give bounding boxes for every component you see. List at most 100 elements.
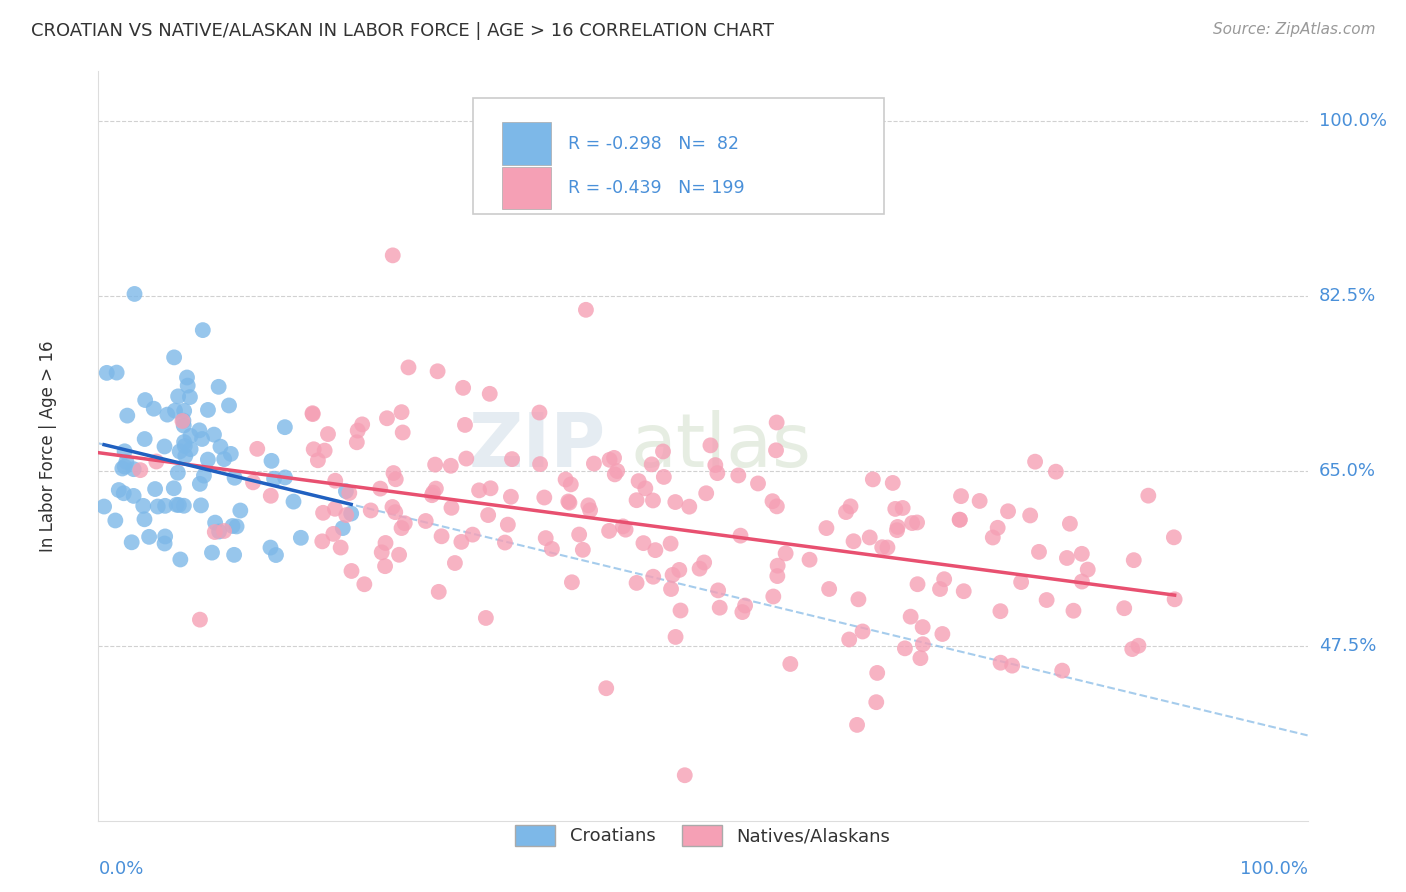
Point: [167, 389, 190, 403]
Text: 47.5%: 47.5%: [1319, 637, 1376, 655]
Point: [533, 491, 555, 505]
Text: 65.0%: 65.0%: [1319, 462, 1375, 480]
Point: [568, 527, 591, 541]
Point: [876, 541, 898, 555]
Point: [669, 603, 692, 617]
Point: [188, 613, 211, 627]
Point: [340, 564, 363, 578]
Point: [360, 503, 382, 517]
Point: [699, 438, 721, 452]
Point: [163, 481, 186, 495]
Point: [529, 405, 551, 419]
Point: [391, 521, 413, 535]
Point: [598, 524, 620, 538]
Point: [180, 429, 202, 443]
Point: [842, 534, 865, 549]
Point: [117, 409, 139, 423]
Point: [263, 472, 285, 486]
Point: [274, 420, 297, 434]
Point: [204, 524, 226, 539]
Point: [332, 521, 354, 535]
Point: [815, 521, 838, 535]
Point: [307, 453, 329, 467]
Point: [1121, 642, 1143, 657]
Point: [990, 656, 1012, 670]
Point: [430, 529, 453, 543]
Point: [314, 443, 336, 458]
Point: [93, 500, 115, 514]
Point: [212, 524, 235, 538]
Point: [129, 463, 152, 477]
Point: [950, 489, 973, 503]
Point: [952, 584, 974, 599]
Point: [969, 494, 991, 508]
Point: [426, 364, 449, 378]
Point: [290, 531, 312, 545]
Text: R = -0.439   N= 199: R = -0.439 N= 199: [568, 179, 744, 197]
Point: [398, 360, 420, 375]
Point: [614, 523, 637, 537]
Point: [323, 501, 346, 516]
Point: [534, 531, 557, 545]
Point: [990, 604, 1012, 618]
Point: [839, 500, 862, 514]
Point: [329, 541, 352, 555]
Point: [274, 470, 297, 484]
Point: [242, 475, 264, 490]
Point: [219, 447, 242, 461]
Point: [848, 592, 870, 607]
Point: [107, 483, 129, 497]
Text: atlas: atlas: [630, 409, 811, 483]
Point: [388, 548, 411, 562]
Point: [575, 302, 598, 317]
Point: [775, 546, 797, 560]
Point: [374, 559, 396, 574]
Point: [163, 403, 186, 417]
Point: [1035, 593, 1057, 607]
Point: [1077, 563, 1099, 577]
Point: [659, 582, 682, 596]
Point: [173, 418, 195, 433]
Point: [1163, 592, 1185, 607]
Point: [706, 466, 728, 480]
Point: [425, 482, 447, 496]
Point: [229, 503, 252, 517]
Point: [353, 577, 375, 591]
Point: [104, 513, 127, 527]
Point: [905, 516, 928, 530]
Point: [707, 583, 730, 598]
Point: [1122, 553, 1144, 567]
Point: [709, 600, 731, 615]
Point: [301, 407, 323, 421]
Point: [191, 432, 214, 446]
Point: [838, 632, 860, 647]
Point: [730, 529, 752, 543]
Point: [415, 514, 437, 528]
Point: [561, 575, 583, 590]
Point: [114, 444, 136, 458]
Point: [301, 406, 323, 420]
Point: [734, 599, 756, 613]
Point: [766, 558, 789, 573]
Point: [886, 523, 908, 537]
Point: [375, 411, 398, 425]
Point: [352, 417, 374, 432]
Point: [461, 527, 484, 541]
Point: [384, 472, 406, 486]
Point: [283, 494, 305, 508]
Point: [987, 521, 1010, 535]
Point: [884, 502, 907, 516]
Point: [557, 494, 579, 508]
Point: [501, 452, 523, 467]
Point: [224, 548, 246, 562]
Point: [114, 459, 136, 474]
Point: [212, 452, 235, 467]
Legend: Croatians, Natives/Alaskans: Croatians, Natives/Alaskans: [508, 818, 898, 853]
Point: [931, 627, 953, 641]
FancyBboxPatch shape: [502, 167, 551, 210]
Point: [626, 575, 648, 590]
Point: [652, 470, 675, 484]
Point: [153, 536, 176, 550]
Point: [668, 563, 690, 577]
Point: [134, 392, 156, 407]
